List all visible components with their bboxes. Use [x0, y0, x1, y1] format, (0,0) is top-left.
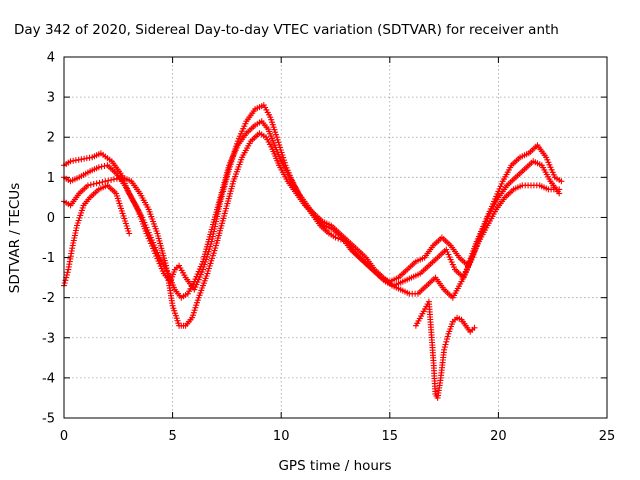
y-tick-label: 4 [47, 51, 55, 66]
data-point [63, 271, 70, 278]
data-point [126, 230, 133, 237]
data-point [441, 346, 448, 353]
data-point [101, 163, 108, 169]
data-point [498, 180, 505, 187]
data-point [113, 175, 120, 182]
data-point [441, 344, 448, 351]
y-tick-label: -3 [42, 331, 55, 346]
data-point [102, 178, 109, 185]
data-layer [61, 102, 565, 401]
data-point [95, 164, 102, 171]
data-point [275, 139, 282, 146]
y-tick-label: -1 [42, 251, 55, 266]
data-point [108, 177, 115, 183]
y-tick-label: 2 [47, 131, 55, 146]
data-point [121, 215, 128, 222]
data-point [75, 217, 82, 224]
x-tick-label: 5 [168, 429, 176, 444]
tick-layer: 0 5 10 15 20 25 -5 -4 -3 -2 -1 0 1 2 3 4 [42, 51, 615, 445]
data-point [93, 180, 100, 187]
data-point [469, 253, 476, 260]
data-point [96, 179, 103, 186]
x-tick-label: 0 [60, 429, 68, 444]
data-point [111, 176, 117, 183]
data-point [64, 269, 71, 276]
data-point [471, 324, 478, 331]
y-axis-label: SDTVAR / TECUs [7, 183, 23, 293]
data-point [210, 250, 217, 257]
x-tick-label: 25 [599, 429, 616, 444]
y-tick-label: -5 [42, 412, 55, 427]
x-tick-label: 20 [490, 429, 507, 444]
data-point [558, 178, 565, 185]
data-point [62, 277, 69, 284]
data-point [98, 163, 105, 170]
x-tick-label: 15 [382, 429, 399, 444]
data-point [90, 181, 97, 187]
y-tick-label: 3 [47, 91, 55, 106]
data-point [556, 186, 563, 193]
plot-frame [63, 56, 608, 419]
series-trace-c [61, 130, 563, 329]
y-tick-label: 0 [47, 211, 55, 226]
data-point [99, 179, 106, 185]
chart-title: Day 342 of 2020, Sidereal Day-to-day VTE… [14, 22, 559, 38]
y-tick-label: -4 [42, 371, 55, 386]
data-point [139, 214, 146, 221]
data-point [155, 252, 162, 258]
data-point [204, 270, 211, 277]
series-line [63, 104, 562, 291]
data-point [280, 154, 287, 161]
data-point [273, 134, 280, 141]
data-point [209, 255, 216, 262]
series-trace-e [412, 298, 478, 401]
data-point [445, 251, 452, 258]
data-point [84, 182, 91, 189]
y-tick-label: -2 [42, 291, 55, 306]
data-point [442, 341, 449, 348]
series-trace-d [61, 182, 133, 289]
data-point [207, 260, 214, 267]
data-point [87, 181, 94, 188]
series-trace-a [61, 102, 565, 293]
data-point [105, 177, 112, 184]
data-point [212, 245, 219, 252]
data-point [205, 265, 212, 272]
data-point [332, 234, 339, 241]
data-point [233, 144, 240, 151]
data-point [61, 280, 68, 286]
data-point [444, 333, 451, 340]
data-point [116, 175, 123, 181]
x-axis-label: GPS time / hours [278, 458, 391, 474]
x-tick-label: 10 [273, 429, 290, 444]
data-point [443, 338, 450, 345]
y-tick-label: 1 [47, 171, 55, 186]
data-point [444, 336, 450, 343]
